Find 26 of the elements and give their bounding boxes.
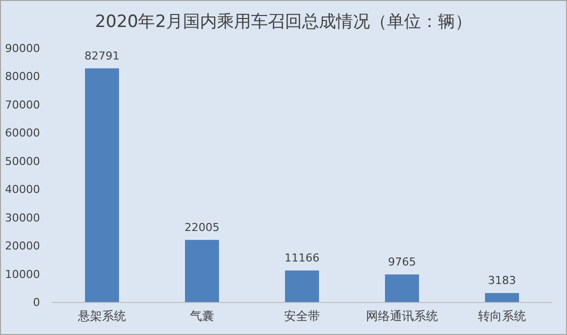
x-tick-label: 网络通讯系统	[366, 309, 438, 323]
data-label: 9765	[388, 255, 416, 268]
data-label: 11166	[284, 251, 320, 264]
bar	[485, 293, 519, 302]
y-tick-label: 40000	[5, 183, 40, 196]
y-tick-label: 20000	[5, 240, 40, 253]
bar	[85, 68, 119, 302]
y-tick-label: 0	[33, 296, 40, 309]
bar	[185, 240, 219, 302]
bar	[385, 274, 419, 302]
x-tick-label: 转向系统	[478, 309, 526, 323]
y-tick-label: 70000	[5, 98, 40, 112]
x-tick-label: 气囊	[190, 309, 214, 323]
data-label: 22005	[184, 220, 220, 234]
x-tick-label: 悬架系统	[77, 309, 126, 323]
bar	[285, 270, 319, 302]
data-label: 3183	[488, 274, 516, 288]
y-tick-label: 30000	[5, 211, 40, 224]
y-tick-label: 50000	[5, 154, 40, 168]
y-tick-label: 60000	[5, 126, 40, 140]
x-tick-label: 安全带	[284, 309, 320, 323]
y-tick-label: 80000	[5, 70, 40, 84]
y-tick-label: 10000	[5, 268, 40, 281]
chart-title: 2020年2月国内乘用车召回总成情况（单位：辆）	[94, 12, 472, 32]
data-label: 82791	[84, 49, 120, 62]
y-tick-label: 90000	[5, 42, 40, 55]
